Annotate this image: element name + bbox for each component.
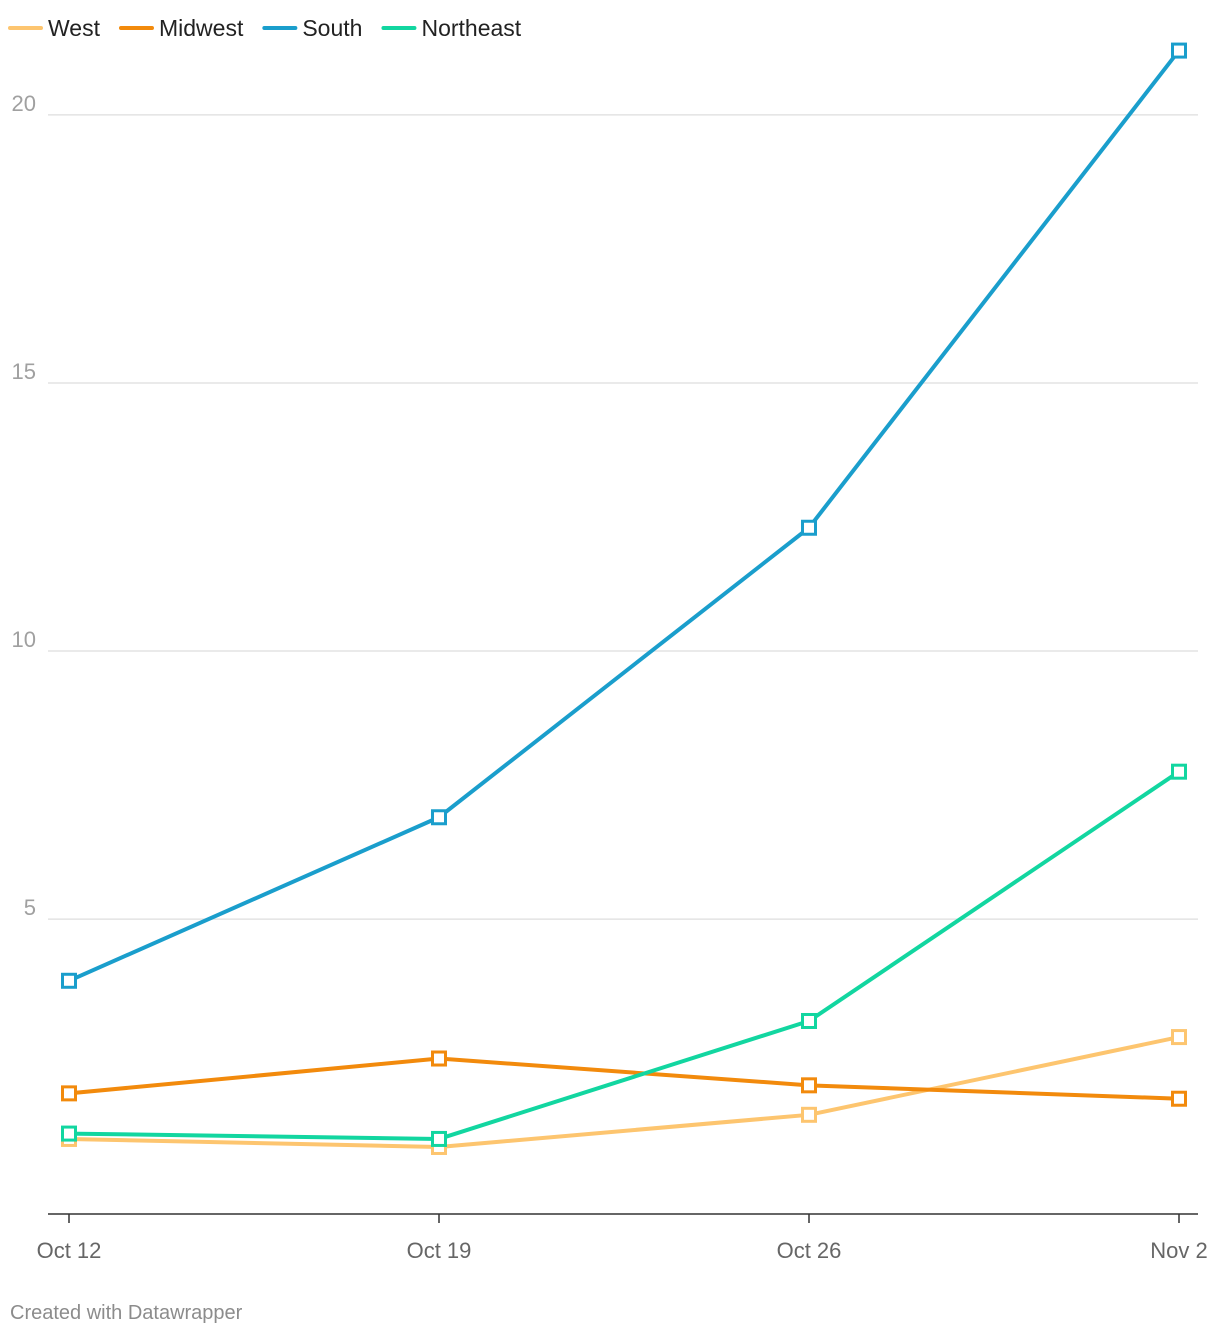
data-point-northeast-2 — [801, 1012, 817, 1029]
data-point-south-3 — [1171, 42, 1187, 59]
y-tick-label-20: 20 — [12, 91, 36, 116]
legend: West Midwest South Northeast — [8, 15, 522, 41]
data-point-midwest-0 — [61, 1085, 77, 1102]
data-point-midwest-2 — [801, 1077, 817, 1094]
data-point-west-3 — [1171, 1029, 1187, 1046]
y-tick-label-5: 5 — [24, 895, 36, 920]
y-tick-label-15: 15 — [12, 359, 36, 384]
x-tick-label-1: Oct 19 — [407, 1238, 472, 1263]
data-point-midwest-3 — [1171, 1090, 1187, 1107]
series-lines — [67, 48, 1181, 1149]
series-line-west — [67, 1035, 1181, 1149]
credit-text: Created with Datawrapper — [10, 1302, 243, 1324]
series-line-midwest — [67, 1056, 1181, 1101]
x-tick-label-0: Oct 12 — [37, 1238, 102, 1263]
series-markers — [61, 42, 1187, 1155]
data-point-northeast-3 — [1171, 763, 1187, 780]
series-line-south — [67, 48, 1181, 983]
x-tick-label-3: Nov 2 — [1150, 1238, 1207, 1263]
x-axis: Oct 12 Oct 19 Oct 26 Nov 2 — [37, 1213, 1208, 1263]
gridlines — [48, 114, 1198, 920]
data-point-south-1 — [431, 809, 447, 826]
legend-label-midwest: Midwest — [159, 15, 244, 41]
data-point-midwest-1 — [431, 1050, 447, 1067]
y-tick-label-10: 10 — [12, 627, 36, 652]
data-point-south-0 — [61, 972, 77, 989]
data-point-west-2 — [801, 1106, 817, 1123]
series-line-northeast — [67, 769, 1181, 1141]
legend-label-northeast: Northeast — [421, 15, 521, 41]
data-point-south-2 — [801, 519, 817, 536]
data-point-northeast-1 — [431, 1130, 447, 1147]
data-point-northeast-0 — [61, 1125, 77, 1142]
legend-label-west: West — [48, 15, 101, 41]
x-tick-label-2: Oct 26 — [777, 1238, 842, 1263]
y-axis-ticks: 5 10 15 20 — [12, 91, 36, 920]
legend-label-south: South — [302, 15, 362, 41]
